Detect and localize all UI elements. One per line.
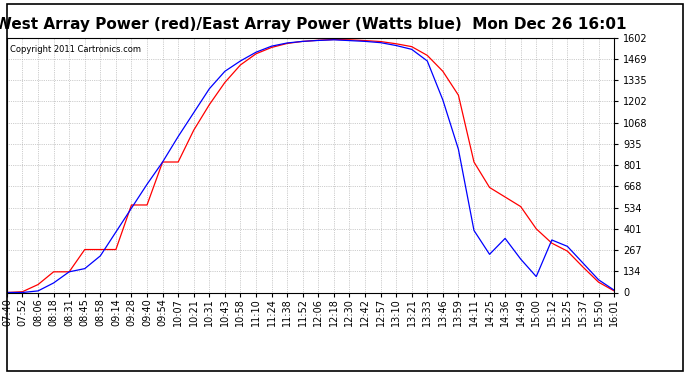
Text: Copyright 2011 Cartronics.com: Copyright 2011 Cartronics.com: [10, 45, 141, 54]
Text: West Array Power (red)/East Array Power (Watts blue)  Mon Dec 26 16:01: West Array Power (red)/East Array Power …: [0, 17, 627, 32]
